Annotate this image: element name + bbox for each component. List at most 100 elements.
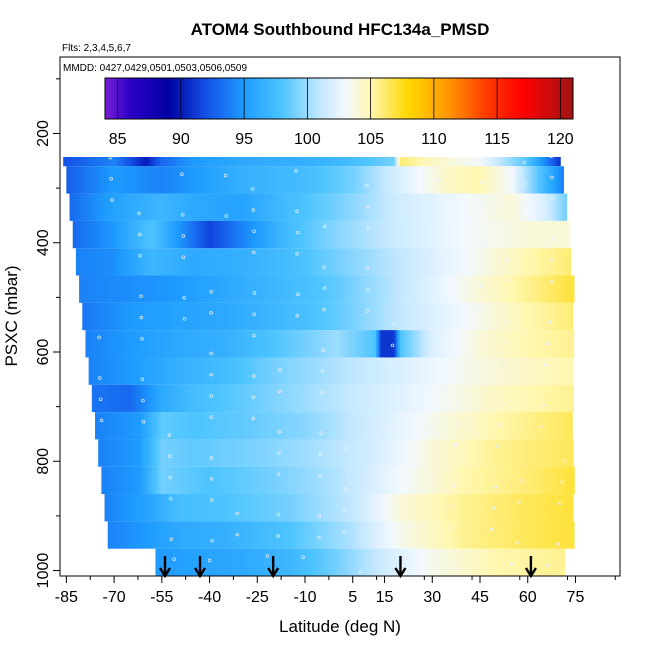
heatmap-cell [404,384,407,413]
heatmap-cell [80,248,83,276]
heatmap-cell [101,466,104,495]
heatmap-cell [538,439,541,467]
heatmap-cell [144,248,147,276]
heatmap-cell [161,357,164,385]
heatmap-cell [111,439,114,467]
heatmap-cell [437,466,441,495]
heatmap-cell [115,193,119,221]
heatmap-cell [190,193,194,221]
heatmap-cell [131,521,135,549]
heatmap-cell [102,302,105,331]
x-tick-label: 30 [423,589,441,606]
heatmap-cell [291,548,295,576]
heatmap-cell [271,193,275,221]
heatmap-cell [124,494,127,522]
heatmap-cell [395,439,398,467]
heatmap-cell [436,412,439,440]
heatmap-cell [96,384,99,413]
heatmap-cell [286,220,289,249]
heatmap-cell [571,439,574,467]
heatmap-cell [550,166,553,194]
heatmap-cell [271,248,275,276]
heatmap-cell [566,439,570,467]
heatmap-cell [475,166,479,194]
heatmap-cell [205,248,209,276]
heatmap-cell [397,384,401,413]
heatmap-cell [438,302,442,331]
heatmap-cell [386,248,389,276]
heatmap-cell [113,439,117,467]
heatmap-cell [114,330,117,358]
sample-point [209,372,213,377]
heatmap-cell [514,521,518,549]
heatmap-cell [243,330,247,358]
heatmap-cell [531,193,535,221]
heatmap-cell [218,412,221,440]
heatmap-cell [218,357,222,385]
heatmap-cell [108,248,112,276]
heatmap-cell [547,548,550,576]
heatmap-cell [196,357,200,385]
heatmap-cell [368,494,372,522]
heatmap-cell [306,166,309,194]
heatmap-cell [213,521,216,549]
heatmap-cell [539,412,542,440]
heatmap-cell [181,357,184,385]
colorbar-cell [408,78,413,119]
heatmap-cell [357,357,360,385]
heatmap-cell [411,275,414,303]
heatmap-cell [550,412,553,440]
heatmap-cell [134,357,138,385]
sample-point [209,311,213,315]
heatmap-cell [284,166,287,194]
heatmap-cell [536,220,540,249]
heatmap-cell [279,220,283,249]
heatmap-cell [369,220,373,249]
heatmap-cell [134,521,137,549]
heatmap-cell [407,466,410,495]
heatmap-cell [296,521,300,549]
heatmap-cell [527,275,531,303]
heatmap-cell [373,521,377,549]
heatmap-cell [507,494,510,522]
heatmap-cell [136,220,140,249]
heatmap-cell [140,384,143,413]
heatmap-cell [112,275,115,303]
heatmap-cell [415,330,419,358]
sample-point [99,418,104,423]
heatmap-cell [292,275,296,303]
heatmap-cell [497,521,500,549]
heatmap-cell [163,412,166,440]
heatmap-cell [366,248,369,276]
heatmap-cell [170,302,173,331]
heatmap-cell [352,357,356,385]
heatmap-cell [204,275,208,303]
colorbar-cell [301,78,305,119]
heatmap-cell [235,220,239,249]
heatmap-cell [197,275,201,303]
heatmap-cell [174,357,178,385]
heatmap-cell [161,193,165,221]
colorbar-cell [155,78,160,119]
heatmap-cell [95,412,98,440]
heatmap-cell [334,466,338,495]
heatmap-bands [63,114,575,576]
heatmap-cell [223,193,227,221]
heatmap-cell [491,193,495,221]
heatmap-cell [369,384,372,413]
heatmap-band [95,412,573,440]
heatmap-cell [519,357,523,385]
heatmap-cell [358,466,362,495]
heatmap-cell [444,521,447,549]
heatmap-cell [366,384,370,413]
heatmap-cell [537,357,541,385]
heatmap-cell [124,302,127,331]
heatmap-cell [178,466,181,495]
heatmap-cell [499,412,503,440]
heatmap-cell [475,220,478,249]
heatmap-band [104,494,574,522]
heatmap-cell [439,521,443,549]
heatmap-cell [351,521,355,549]
heatmap-cell [135,494,138,522]
heatmap-cell [154,220,157,249]
